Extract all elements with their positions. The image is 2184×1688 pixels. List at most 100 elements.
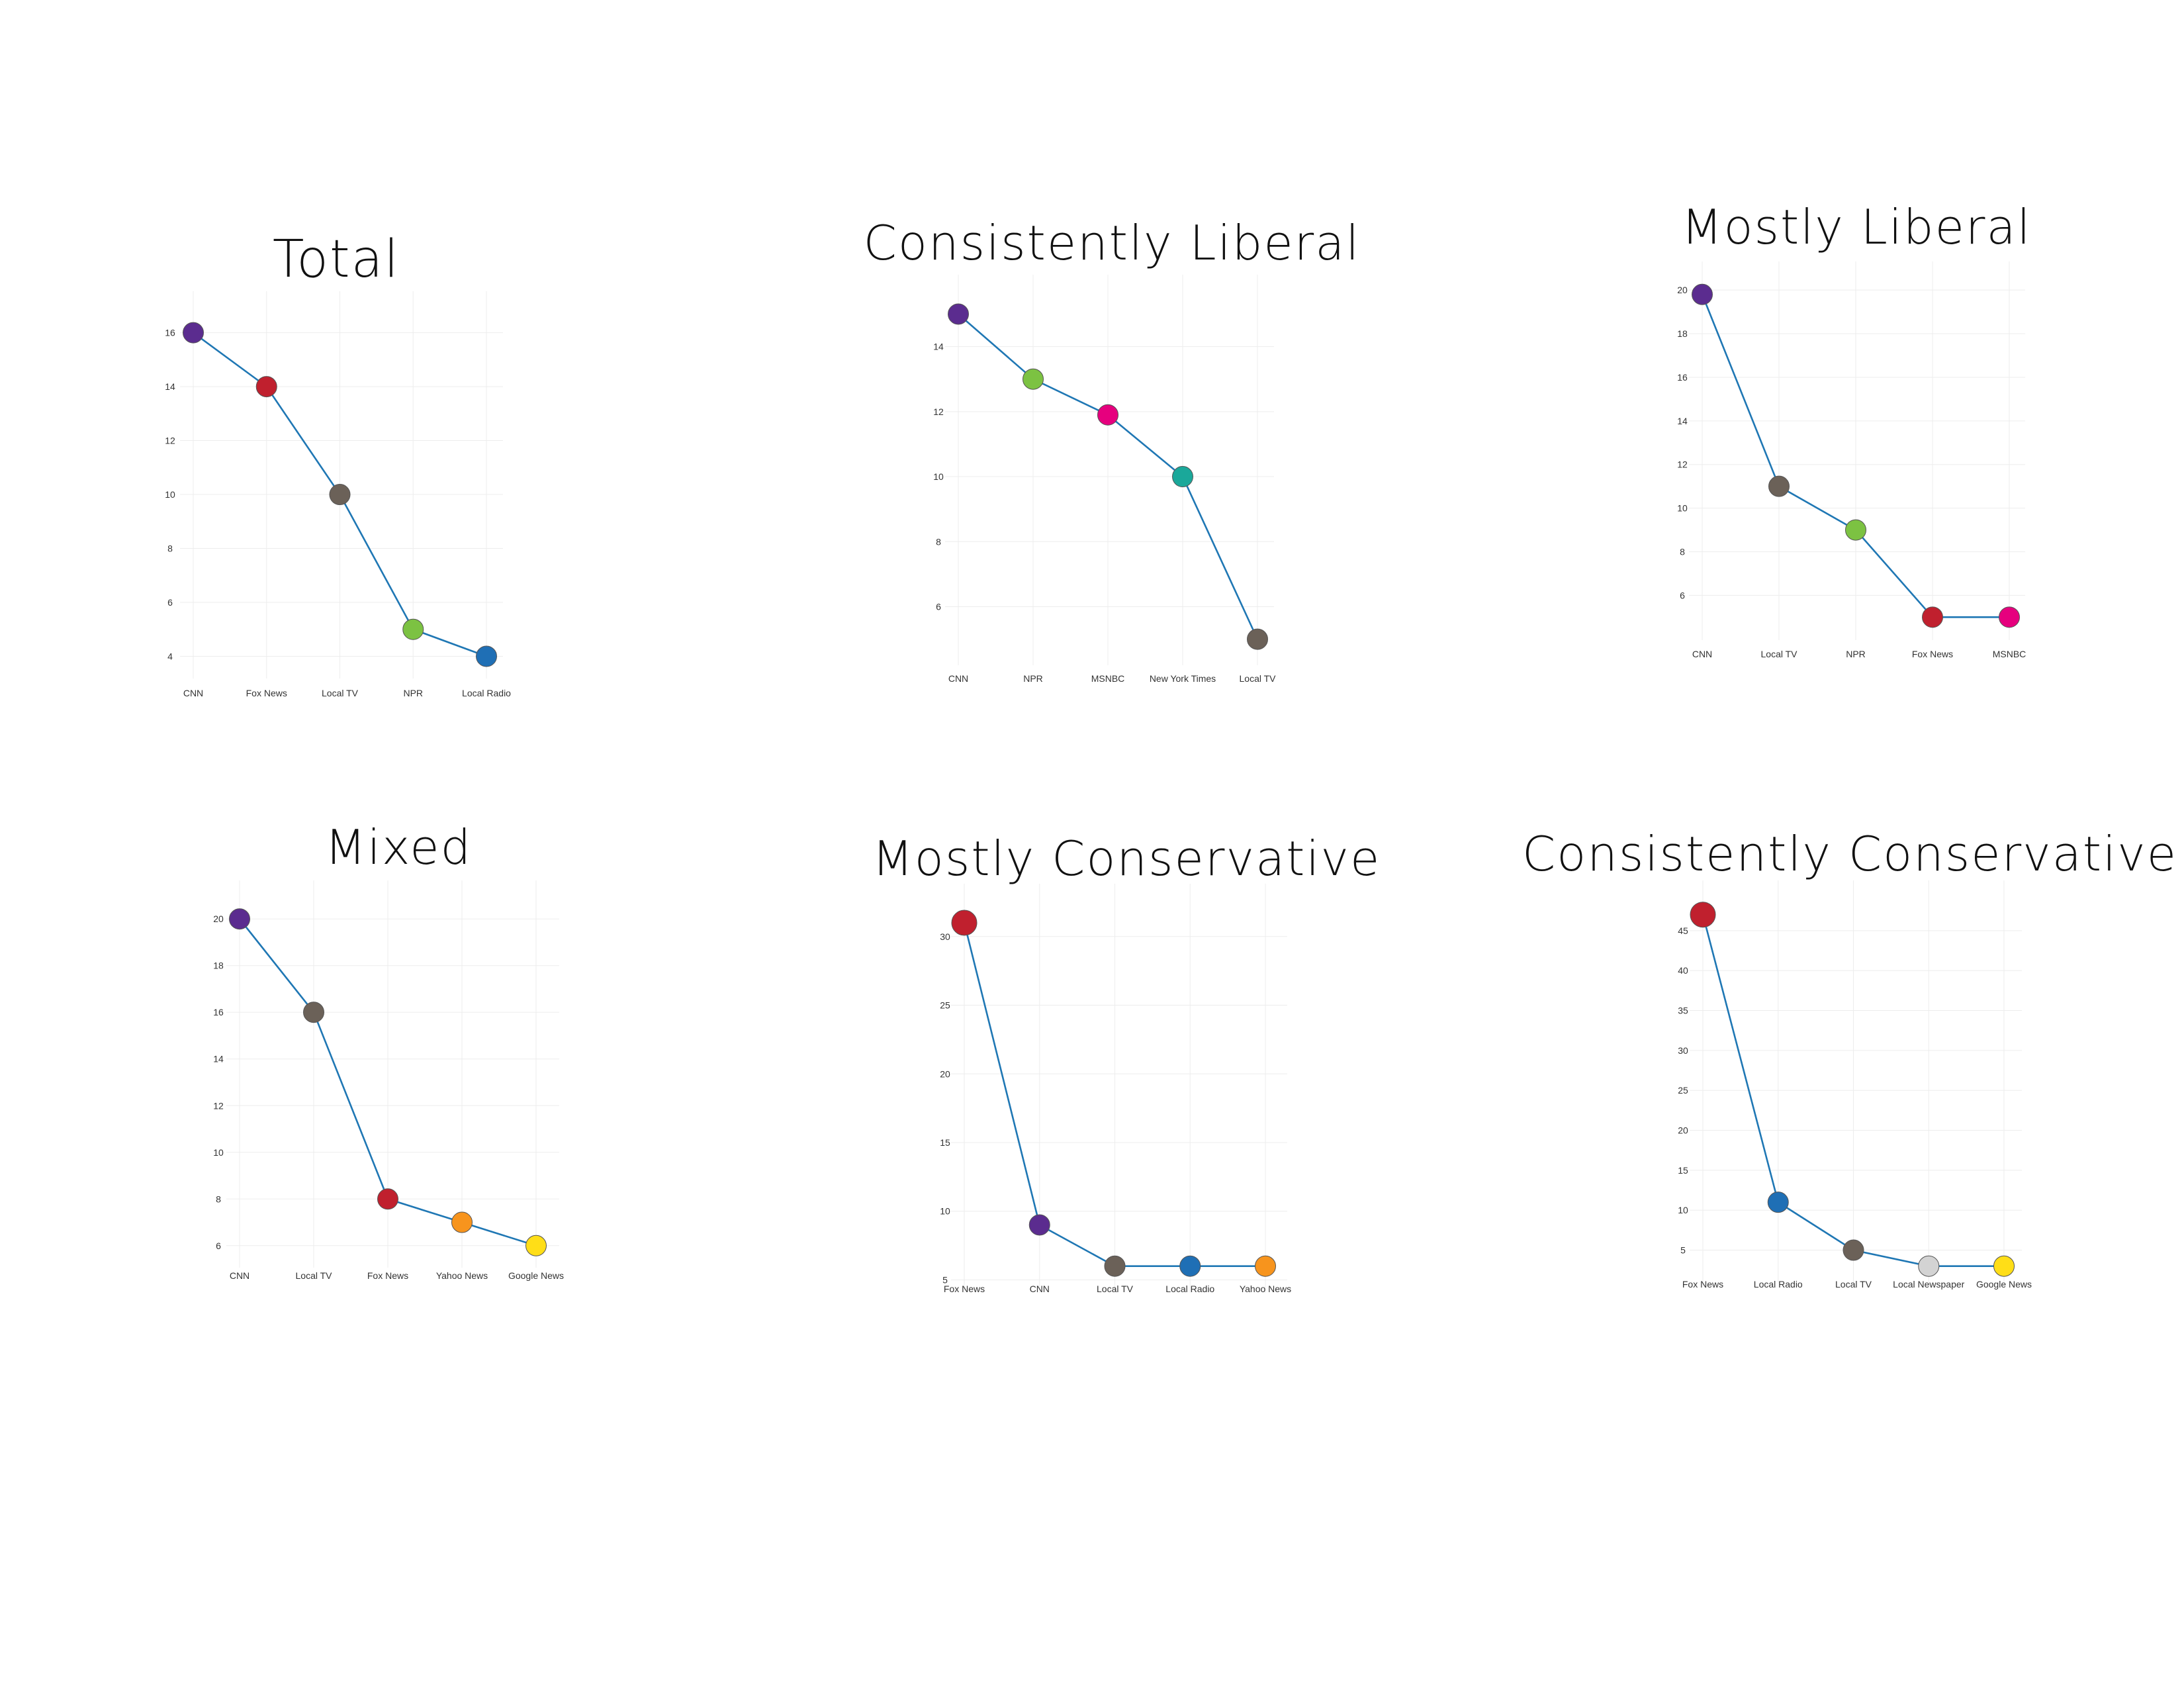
y-tick-label: 30	[1678, 1045, 1688, 1056]
x-tick-label: Local TV	[1761, 649, 1798, 659]
y-tick-label: 10	[933, 471, 944, 482]
data-point	[229, 908, 250, 930]
x-tick-label: Local TV	[296, 1270, 333, 1281]
x-tick-label: Local TV	[1097, 1284, 1134, 1294]
x-tick-label: Local TV	[1835, 1279, 1872, 1289]
data-point	[1843, 1239, 1864, 1261]
data-point	[476, 645, 497, 667]
chart-panel: 5 10 15 20 25 30 Mostly Conservative Fox News CN…	[872, 831, 1381, 1294]
y-tick-label: 45	[1678, 925, 1688, 936]
data-point	[1028, 1214, 1050, 1236]
y-tick-label: 18	[1677, 328, 1688, 339]
x-tick-label: CNN	[1692, 649, 1712, 659]
x-tick-label: MSNBC	[1091, 673, 1125, 684]
y-tick-label: 15	[1678, 1165, 1688, 1176]
y-tick-label: 25	[1678, 1085, 1688, 1096]
x-tick-label: Fox News	[1682, 1279, 1723, 1289]
data-point	[1999, 606, 2020, 628]
x-tick-label: CNN	[948, 673, 968, 684]
data-point	[1922, 606, 1943, 628]
x-tick-label: NPR	[1023, 673, 1043, 684]
data-point	[303, 1002, 324, 1023]
x-tick-label: MSNBC	[1993, 649, 2026, 659]
data-point	[1023, 368, 1044, 390]
y-tick-label: 20	[213, 914, 224, 924]
data-point	[1247, 628, 1268, 650]
data-point	[377, 1188, 398, 1210]
y-tick-label: 6	[936, 602, 941, 612]
x-tick-label: Local Newspaper	[1893, 1279, 1965, 1289]
y-tick-label: 4	[167, 651, 173, 661]
chart-title: Mostly Conservative	[872, 831, 1381, 886]
data-point	[1690, 902, 1716, 928]
x-tick-label: CNN	[183, 688, 203, 698]
x-tick-label: Fox News	[246, 688, 287, 698]
y-tick-label: 16	[165, 328, 175, 338]
y-tick-label: 40	[1678, 965, 1688, 976]
y-tick-label: 5	[942, 1274, 948, 1285]
x-tick-label: Local TV	[1240, 673, 1277, 684]
chart-panel: 6 8 10 12 14 Consistently Liberal CNN NPR MSNBC N…	[864, 215, 1361, 684]
y-tick-label: 12	[933, 406, 944, 417]
y-tick-label: 6	[216, 1241, 221, 1251]
data-point	[451, 1211, 473, 1233]
y-tick-label: 6	[1680, 590, 1685, 600]
y-tick-label: 16	[213, 1007, 224, 1017]
x-tick-label: Fox News	[367, 1270, 408, 1281]
data-point	[255, 376, 277, 398]
y-tick-label: 35	[1678, 1006, 1688, 1016]
data-point	[1097, 404, 1118, 426]
x-tick-label: NPR	[403, 688, 423, 698]
y-tick-label: 14	[213, 1054, 224, 1064]
data-point	[1692, 283, 1713, 305]
y-tick-label: 5	[1680, 1245, 1686, 1256]
chart-title: Mixed	[325, 820, 473, 875]
x-tick-label: Yahoo News	[436, 1270, 488, 1281]
y-tick-label: 10	[940, 1206, 950, 1217]
data-point	[1918, 1255, 1940, 1277]
x-tick-label: Local TV	[322, 688, 359, 698]
y-tick-label: 6	[167, 597, 173, 608]
y-tick-label: 10	[1677, 503, 1688, 514]
data-point	[1845, 519, 1866, 541]
x-tick-label: Local Radio	[1165, 1284, 1214, 1294]
y-tick-label: 12	[165, 436, 175, 446]
data-point	[402, 618, 424, 640]
x-tick-label: Yahoo News	[1240, 1284, 1291, 1294]
y-tick-label: 20	[1677, 285, 1688, 295]
y-tick-label: 8	[216, 1194, 221, 1204]
y-tick-label: 8	[167, 543, 173, 554]
data-point	[1768, 475, 1790, 497]
chart-panel: 6 8 10 12 14 16 18 20 Mixed CNN Local TV Fox News Ya…	[213, 820, 564, 1281]
x-tick-label: CNN	[1030, 1284, 1050, 1294]
y-tick-label: 14	[165, 381, 175, 392]
y-tick-label: 8	[1680, 547, 1685, 557]
chart-panel: 4 6 8 10 12 14 16 Total CNN Fox News Local TV NPR Lo…	[165, 230, 511, 698]
x-tick-label: CNN	[230, 1270, 250, 1281]
y-tick-label: 10	[1678, 1205, 1688, 1215]
chart-title: Mostly Liberal	[1681, 199, 2031, 255]
y-tick-label: 30	[940, 931, 950, 942]
data-point	[525, 1235, 547, 1256]
chart-panel: 5 10 15 20 25 30 35 40 45 Consistently Conservati…	[1522, 826, 2177, 1289]
x-tick-label: Fox News	[944, 1284, 985, 1294]
chart-title: Consistently Liberal	[864, 215, 1361, 271]
data-point	[1767, 1192, 1789, 1213]
data-point	[1104, 1255, 1126, 1277]
x-tick-label: NPR	[1846, 649, 1866, 659]
y-tick-label: 20	[940, 1068, 950, 1079]
x-tick-label: New York Times	[1150, 673, 1216, 684]
data-point	[183, 322, 204, 344]
y-tick-label: 14	[933, 342, 944, 352]
y-tick-label: 25	[940, 1000, 950, 1011]
chart-title: Consistently Conservative	[1522, 826, 2177, 882]
data-point	[329, 484, 351, 506]
y-tick-label: 18	[213, 961, 224, 971]
y-tick-label: 12	[213, 1100, 224, 1111]
x-tick-label: Google News	[508, 1270, 564, 1281]
y-tick-label: 20	[1678, 1125, 1688, 1136]
y-tick-label: 14	[1677, 416, 1688, 426]
y-tick-label: 10	[213, 1147, 224, 1158]
y-tick-label: 12	[1677, 459, 1688, 470]
x-tick-label: Local Radio	[462, 688, 511, 698]
